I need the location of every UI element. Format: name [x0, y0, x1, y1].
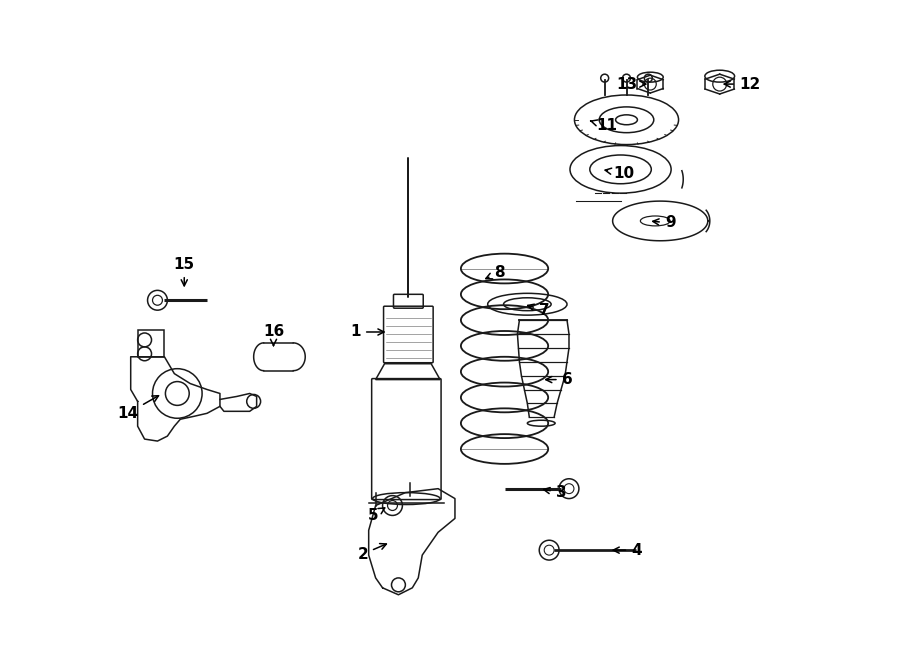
Text: 1: 1 — [350, 324, 384, 340]
Text: 4: 4 — [613, 543, 642, 557]
Text: 16: 16 — [263, 324, 284, 346]
Text: 3: 3 — [544, 485, 566, 500]
Text: 6: 6 — [545, 372, 572, 387]
Text: 10: 10 — [605, 166, 634, 181]
Text: 9: 9 — [652, 215, 675, 230]
Text: 12: 12 — [724, 77, 760, 91]
Text: 5: 5 — [367, 508, 384, 523]
Text: 14: 14 — [117, 396, 158, 421]
Text: 2: 2 — [357, 544, 386, 561]
Text: 13: 13 — [616, 77, 646, 91]
Text: 11: 11 — [590, 118, 617, 133]
Text: 7: 7 — [527, 303, 550, 318]
Text: 15: 15 — [174, 257, 194, 286]
Text: 8: 8 — [486, 265, 505, 280]
